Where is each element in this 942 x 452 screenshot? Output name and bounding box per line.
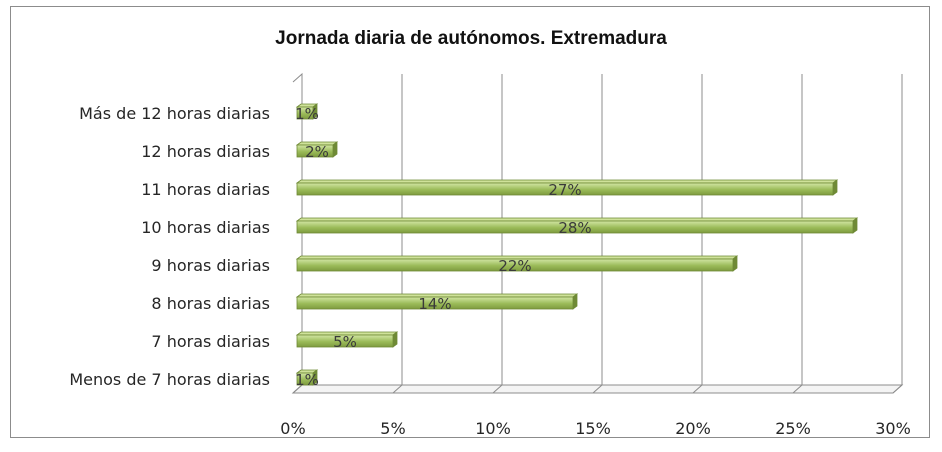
data-label: 1%: [295, 371, 319, 389]
bar: [296, 182, 834, 196]
data-label: 5%: [333, 333, 357, 351]
bar-end-face: [732, 255, 738, 272]
category-label: 11 horas diarias: [141, 180, 270, 199]
chart-title: Jornada diaria de autónomos. Extremadura: [275, 28, 667, 49]
data-label: 2%: [305, 143, 329, 161]
bar: [296, 372, 314, 386]
data-label: 27%: [548, 181, 581, 199]
gridline-floor: [892, 384, 903, 394]
category-label: 7 horas diarias: [151, 332, 270, 351]
gridline-floor: [592, 384, 603, 394]
x-tick-label: 30%: [875, 419, 911, 438]
category-label: 8 horas diarias: [151, 294, 270, 313]
bar: [296, 144, 334, 158]
data-label: 28%: [558, 219, 591, 237]
x-tick-label: 15%: [575, 419, 611, 438]
category-label: 12 horas diarias: [141, 142, 270, 161]
bar-end-face: [332, 141, 338, 158]
x-tick-label: 10%: [475, 419, 511, 438]
bar: [296, 296, 574, 310]
category-label: 9 horas diarias: [151, 256, 270, 275]
bar: [296, 334, 394, 348]
category-label: Más de 12 horas diarias: [79, 104, 270, 123]
bar: [296, 258, 734, 272]
data-label: 14%: [418, 295, 451, 313]
bar-end-face: [392, 331, 398, 348]
gridline-floor: [392, 384, 403, 394]
data-label: 22%: [498, 257, 531, 275]
bar: [296, 220, 854, 234]
x-tick-label: 0%: [280, 419, 305, 438]
x-tick-label: 20%: [675, 419, 711, 438]
bar-end-face: [832, 179, 838, 196]
bar: [296, 106, 314, 120]
gridline-floor: [492, 384, 503, 394]
category-label: 10 horas diarias: [141, 218, 270, 237]
gridline-floor: [692, 384, 703, 394]
category-label: Menos de 7 horas diarias: [69, 370, 270, 389]
data-label: 1%: [295, 105, 319, 123]
bar-end-face: [572, 293, 578, 310]
x-tick-label: 5%: [380, 419, 405, 438]
gridline-floor: [292, 384, 303, 394]
x-tick-label: 25%: [775, 419, 811, 438]
gridline-floor: [792, 384, 803, 394]
bar-end-face: [852, 217, 858, 234]
